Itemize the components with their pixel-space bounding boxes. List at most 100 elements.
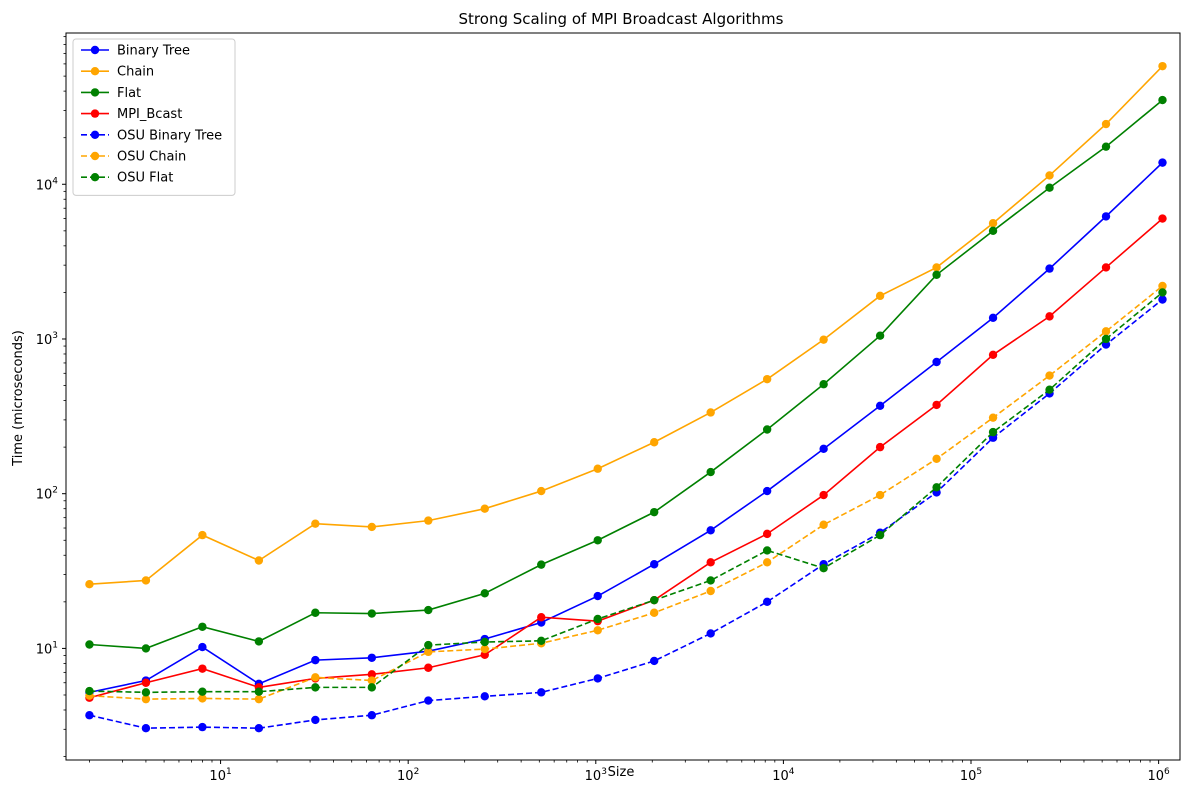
x-tick-label: 103 xyxy=(585,767,607,784)
data-point xyxy=(85,580,94,589)
y-axis-label: Time (microseconds) xyxy=(11,330,26,467)
data-point xyxy=(988,226,998,236)
data-point xyxy=(819,490,828,500)
data-point xyxy=(254,694,264,704)
data-point xyxy=(819,380,828,389)
legend-entry: Flat xyxy=(81,86,141,101)
data-point xyxy=(706,629,715,638)
data-point xyxy=(1158,61,1167,71)
series-line xyxy=(89,99,1163,650)
data-point xyxy=(1045,171,1054,180)
data-point xyxy=(141,724,151,733)
legend-entry: OSU Chain xyxy=(81,150,186,165)
legend-marker xyxy=(90,173,100,182)
data-point xyxy=(311,519,320,528)
legend-label: OSU Binary Tree xyxy=(117,128,222,143)
series-line xyxy=(89,217,1164,699)
data-point xyxy=(706,576,715,585)
data-point xyxy=(1158,214,1167,223)
data-point xyxy=(198,687,207,696)
data-point xyxy=(650,608,659,617)
data-point xyxy=(932,270,941,279)
data-point xyxy=(424,640,433,650)
plot-area xyxy=(85,61,1167,733)
data-point xyxy=(311,715,320,725)
data-point xyxy=(141,694,151,704)
data-point xyxy=(1101,119,1111,129)
data-point xyxy=(367,676,377,685)
data-point xyxy=(762,546,772,555)
series-2 xyxy=(85,95,1167,653)
data-point xyxy=(480,637,489,647)
data-point xyxy=(367,670,377,679)
data-point xyxy=(1045,312,1054,321)
series-6 xyxy=(85,288,1167,697)
data-point xyxy=(932,357,941,367)
data-point xyxy=(367,609,377,618)
data-point xyxy=(367,711,377,720)
legend-entry: MPI_Bcast xyxy=(81,107,182,122)
data-point xyxy=(762,425,772,434)
data-point xyxy=(424,605,433,615)
data-point xyxy=(254,724,264,733)
data-point xyxy=(762,529,772,539)
legend-marker xyxy=(90,45,100,55)
data-point xyxy=(875,442,885,452)
chart-title: Strong Scaling of MPI Broadcast Algorith… xyxy=(459,10,784,28)
y-tick-label: 104 xyxy=(36,176,59,193)
legend-label: MPI_Bcast xyxy=(117,107,182,122)
legend-entry: Binary Tree xyxy=(81,44,190,59)
data-point xyxy=(367,683,377,692)
series-line xyxy=(89,162,1164,694)
data-point xyxy=(141,688,151,697)
legend-entry: OSU Flat xyxy=(81,171,173,186)
y-tick-label: 103 xyxy=(36,331,58,348)
data-point xyxy=(762,374,772,384)
data-point xyxy=(198,664,207,673)
data-point xyxy=(875,530,885,540)
data-point xyxy=(706,586,715,596)
data-point xyxy=(932,263,941,272)
series-1 xyxy=(85,61,1167,589)
data-point xyxy=(988,219,998,228)
data-point xyxy=(198,694,207,703)
data-point xyxy=(537,636,546,645)
data-point xyxy=(311,673,320,682)
legend-marker xyxy=(90,151,100,161)
data-point xyxy=(1158,288,1167,297)
data-point xyxy=(480,589,489,598)
data-point xyxy=(706,558,715,567)
data-point xyxy=(198,722,207,732)
axes: 101 102 103 104 105 106 101 102 103 104 xyxy=(36,32,1181,784)
data-point xyxy=(311,683,320,692)
legend-marker xyxy=(90,130,100,139)
data-point xyxy=(198,642,207,652)
data-point xyxy=(141,576,151,585)
x-axis-label: Size xyxy=(608,765,635,780)
data-point xyxy=(819,444,828,454)
data-point xyxy=(593,536,602,545)
data-point xyxy=(819,520,828,529)
data-point xyxy=(198,530,207,540)
legend-box xyxy=(72,38,236,196)
legend-entry: Chain xyxy=(81,65,154,80)
data-point xyxy=(480,692,489,701)
data-point xyxy=(650,595,659,605)
data-point xyxy=(988,350,998,360)
data-point xyxy=(198,622,207,631)
data-point xyxy=(819,563,828,573)
data-point xyxy=(650,560,659,569)
legend-label: OSU Chain xyxy=(117,150,186,165)
data-point xyxy=(650,656,659,666)
data-point xyxy=(706,526,715,535)
data-point xyxy=(762,558,772,567)
data-point xyxy=(706,467,715,477)
data-point xyxy=(424,696,433,705)
data-point xyxy=(762,486,772,496)
data-point xyxy=(1158,95,1167,105)
data-point xyxy=(593,464,602,473)
data-point xyxy=(1158,158,1167,167)
data-point xyxy=(254,687,264,696)
x-tick-label: 106 xyxy=(1147,767,1170,784)
